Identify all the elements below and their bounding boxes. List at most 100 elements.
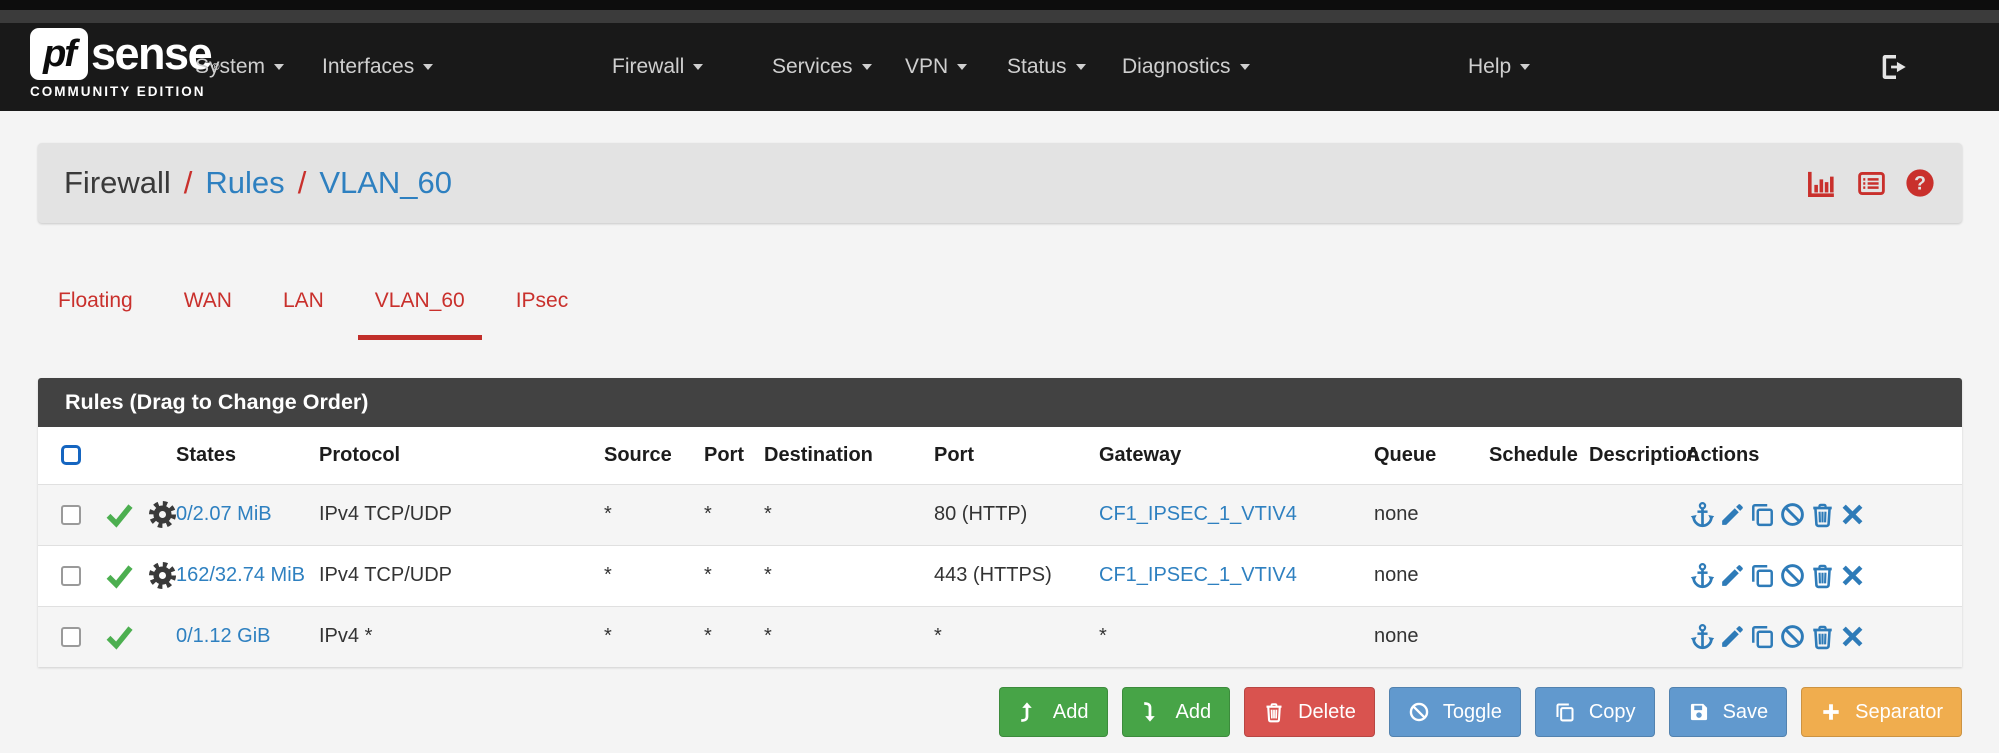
ban-icon: [1408, 701, 1430, 723]
tab-wan[interactable]: WAN: [183, 289, 232, 312]
window-title-strip: [0, 10, 1999, 23]
add-separator-button[interactable]: Separator: [1801, 687, 1962, 737]
nav-item-firewall[interactable]: Firewall: [612, 23, 704, 111]
caret-down-icon: [1075, 64, 1086, 70]
nav-item-services[interactable]: Services: [772, 23, 872, 111]
copy-rules-button[interactable]: Copy: [1534, 687, 1655, 737]
edit-pencil-icon[interactable]: [1719, 623, 1746, 650]
ban-icon[interactable]: [1779, 501, 1806, 528]
col-header-gateway: Gateway: [1099, 443, 1182, 466]
tab-ipsec[interactable]: IPsec: [515, 289, 569, 312]
pass-check-icon: [104, 499, 135, 530]
nav-item-vpn[interactable]: VPN: [905, 23, 968, 111]
ban-icon[interactable]: [1779, 623, 1806, 650]
trash-icon[interactable]: [1809, 562, 1836, 589]
toggle-rules-button[interactable]: Toggle: [1388, 687, 1521, 737]
tab-vlan60[interactable]: VLAN_60: [357, 283, 482, 340]
edit-pencil-icon[interactable]: [1719, 562, 1746, 589]
pass-check-icon: [104, 621, 135, 652]
col-header-protocol: Protocol: [319, 443, 401, 466]
copy-icon[interactable]: [1749, 623, 1776, 650]
trash-icon[interactable]: [1809, 501, 1836, 528]
breadcrumb-separator: /: [297, 165, 307, 200]
cell-dst-port: 443 (HTTPS): [934, 564, 1052, 586]
anchor-icon[interactable]: [1689, 562, 1716, 589]
cell-gateway: *: [1099, 625, 1107, 648]
states-link[interactable]: 0/1.12 GiB: [176, 625, 271, 648]
window-top-strip: [0, 0, 1999, 10]
cell-destination: *: [764, 564, 772, 586]
rules-table: States Protocol Source Port Destination …: [38, 427, 1962, 667]
states-link[interactable]: 162/32.74 MiB: [176, 564, 305, 586]
ban-icon[interactable]: [1779, 562, 1806, 589]
save-floppy-icon: [1688, 701, 1710, 723]
svg-text:?: ?: [1914, 173, 1926, 194]
cell-protocol: IPv4 *: [319, 625, 373, 648]
community-edition-label: COMMUNITY EDITION: [30, 84, 206, 99]
col-header-destination: Destination: [764, 443, 873, 466]
rules-panel: Rules (Drag to Change Order) States Prot…: [38, 378, 1962, 667]
pfsense-logo[interactable]: pf sense ® COMMUNITY EDITION: [30, 28, 219, 99]
plus-icon: [1820, 701, 1842, 723]
cell-protocol: IPv4 TCP/UDP: [319, 564, 452, 586]
breadcrumb-link-rules[interactable]: Rules: [205, 165, 285, 200]
add-rule-bottom-button[interactable]: Add: [1121, 687, 1231, 737]
nav-item-system[interactable]: System: [195, 23, 285, 111]
level-down-icon: [1141, 701, 1163, 723]
copy-icon[interactable]: [1749, 501, 1776, 528]
cell-dst-port: *: [934, 625, 942, 648]
caret-down-icon: [274, 64, 285, 70]
row-checkbox[interactable]: [61, 565, 81, 586]
cell-description: [1583, 545, 1680, 606]
rule-row[interactable]: 0/2.07 MiB IPv4 TCP/UDP * * * 80 (HTTP) …: [38, 484, 1962, 545]
save-button[interactable]: Save: [1668, 687, 1788, 737]
breadcrumb-current-interface[interactable]: VLAN_60: [319, 165, 453, 200]
sign-out-icon[interactable]: [1878, 51, 1910, 83]
caret-down-icon: [957, 64, 968, 70]
advanced-gear-icon: [148, 561, 177, 590]
gateway-link[interactable]: CF1_IPSEC_1_VTIV4: [1099, 503, 1297, 525]
delete-x-icon[interactable]: [1839, 501, 1866, 528]
log-view-icon[interactable]: [1856, 168, 1887, 199]
anchor-icon[interactable]: [1689, 501, 1716, 528]
states-link[interactable]: 0/2.07 MiB: [176, 503, 272, 525]
cell-queue: none: [1374, 503, 1419, 525]
cell-queue: none: [1374, 625, 1419, 648]
nav-item-status[interactable]: Status: [1007, 23, 1086, 111]
trash-icon[interactable]: [1809, 623, 1836, 650]
cell-source: *: [604, 564, 612, 586]
cell-queue: none: [1374, 564, 1419, 586]
registered-mark: ®: [212, 62, 220, 73]
row-checkbox[interactable]: [61, 626, 81, 647]
delete-rules-button[interactable]: Delete: [1244, 687, 1375, 737]
tab-floating[interactable]: Floating: [58, 289, 133, 312]
cell-destination: *: [764, 625, 772, 648]
edit-pencil-icon[interactable]: [1719, 501, 1746, 528]
rule-row[interactable]: 162/32.74 MiB IPv4 TCP/UDP * * * 443 (HT…: [38, 545, 1962, 606]
caret-down-icon: [861, 64, 872, 70]
cell-src-port: *: [704, 503, 712, 525]
caret-down-icon: [1239, 64, 1250, 70]
nav-item-diagnostics[interactable]: Diagnostics: [1122, 23, 1250, 111]
delete-x-icon[interactable]: [1839, 623, 1866, 650]
rule-row[interactable]: 0/1.12 GiB IPv4 * * * * * * none: [38, 606, 1962, 667]
help-question-icon[interactable]: ?: [1904, 167, 1936, 199]
row-checkbox[interactable]: [61, 504, 81, 525]
col-header-queue: Queue: [1374, 443, 1437, 466]
cell-dst-port: 80 (HTTP): [934, 503, 1028, 525]
cell-schedule: [1483, 606, 1583, 667]
pf-logo-box: pf: [30, 28, 88, 80]
nav-item-interfaces[interactable]: Interfaces: [322, 23, 434, 111]
trash-icon: [1263, 701, 1285, 723]
tab-lan[interactable]: LAN: [282, 289, 324, 312]
cell-destination: *: [764, 503, 772, 525]
col-header-description: Description: [1589, 443, 1700, 466]
copy-icon[interactable]: [1749, 562, 1776, 589]
traffic-graph-icon[interactable]: [1804, 167, 1839, 200]
anchor-icon[interactable]: [1689, 623, 1716, 650]
delete-x-icon[interactable]: [1839, 562, 1866, 589]
select-all-checkbox[interactable]: [61, 445, 81, 466]
gateway-link[interactable]: CF1_IPSEC_1_VTIV4: [1099, 564, 1297, 586]
add-rule-top-button[interactable]: Add: [998, 687, 1108, 737]
nav-item-help[interactable]: Help: [1468, 23, 1531, 111]
